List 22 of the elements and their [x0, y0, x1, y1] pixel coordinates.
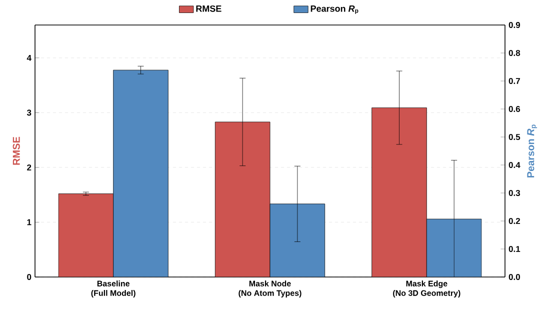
- y2-tick-label: 0.2: [508, 218, 520, 224]
- y2-tick-label: 0.1: [508, 246, 520, 252]
- y-tick-label: 2: [27, 164, 32, 170]
- y2-tick-label: 0.6: [508, 106, 520, 112]
- legend-label: Pearson R$_{p}$: [310, 6, 358, 14]
- y2-tick-label: 0.9: [508, 22, 520, 28]
- y2-axis-title: Pearson R$_{p}$: [527, 124, 538, 178]
- y2-tick-label: 0.8: [508, 50, 520, 56]
- y2-tick-label: 0.3: [508, 190, 520, 196]
- y-axis-title: RMSE: [12, 136, 20, 165]
- y2-tick-label: 0.4: [508, 162, 520, 168]
- y-tick-label: 1: [27, 219, 32, 226]
- x-tick-label: Mask Edge (No 3D Geometry): [393, 280, 460, 298]
- x-tick-label: Mask Node (No Atom Types): [238, 280, 302, 298]
- y2-tick-label: 0.7: [508, 78, 520, 84]
- y-tick-label: 4: [26, 54, 32, 61]
- y2-tick-label: 0.5: [508, 134, 520, 140]
- legend-label: RMSE: [196, 5, 222, 12]
- y-tick-label: 0: [27, 274, 32, 280]
- y-tick-label: 3: [26, 110, 32, 116]
- y2-tick-label: 0.0: [508, 274, 520, 280]
- x-tick-label: Baseline (Full Model): [91, 280, 136, 298]
